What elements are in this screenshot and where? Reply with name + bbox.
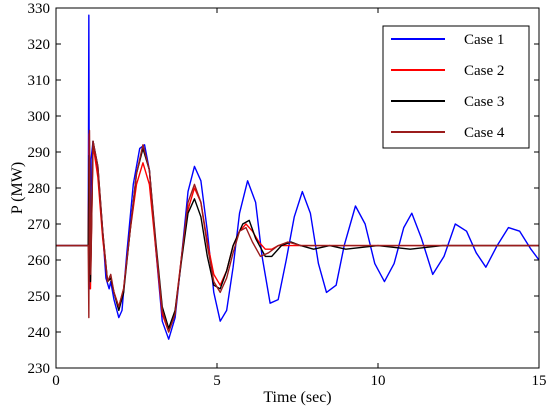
- legend-label-case-2: Case 2: [464, 63, 504, 79]
- y-tick-label: 240: [28, 325, 51, 341]
- tick-layer: 0 5 10 15 230 240 250 260 270 280 290 300 310 320 330: [28, 1, 547, 389]
- y-tick-label: 230: [28, 361, 51, 377]
- series-line-case-4: [56, 129, 539, 333]
- y-tick-label: 310: [28, 73, 51, 89]
- legend: Case 1 Case 2 Case 3 Case 4: [382, 25, 530, 149]
- y-tick-label: 300: [28, 109, 51, 125]
- y-tick-label: 280: [28, 181, 51, 197]
- x-axis-title: Time (sec): [263, 389, 331, 406]
- legend-box: [382, 25, 530, 149]
- y-tick-label: 320: [28, 37, 51, 53]
- series-line-case-3: [56, 140, 539, 330]
- y-tick-label: 330: [28, 1, 51, 17]
- x-tick-label: 10: [371, 373, 386, 389]
- legend-label-case-4: Case 4: [464, 125, 505, 141]
- series-layer: [56, 14, 540, 340]
- legend-label-case-1: Case 1: [464, 32, 504, 48]
- y-axis-title: P (MW): [9, 162, 26, 214]
- x-tick-label: 0: [52, 373, 60, 389]
- series-line-case-1: [56, 14, 540, 340]
- y-tick-label: 260: [28, 253, 51, 269]
- legend-label-case-3: Case 3: [464, 94, 504, 110]
- x-tick-label: 15: [532, 373, 547, 389]
- x-tick-label: 5: [213, 373, 221, 389]
- y-tick-label: 270: [28, 217, 51, 233]
- y-tick-label: 250: [28, 289, 51, 305]
- y-tick-label: 290: [28, 145, 51, 161]
